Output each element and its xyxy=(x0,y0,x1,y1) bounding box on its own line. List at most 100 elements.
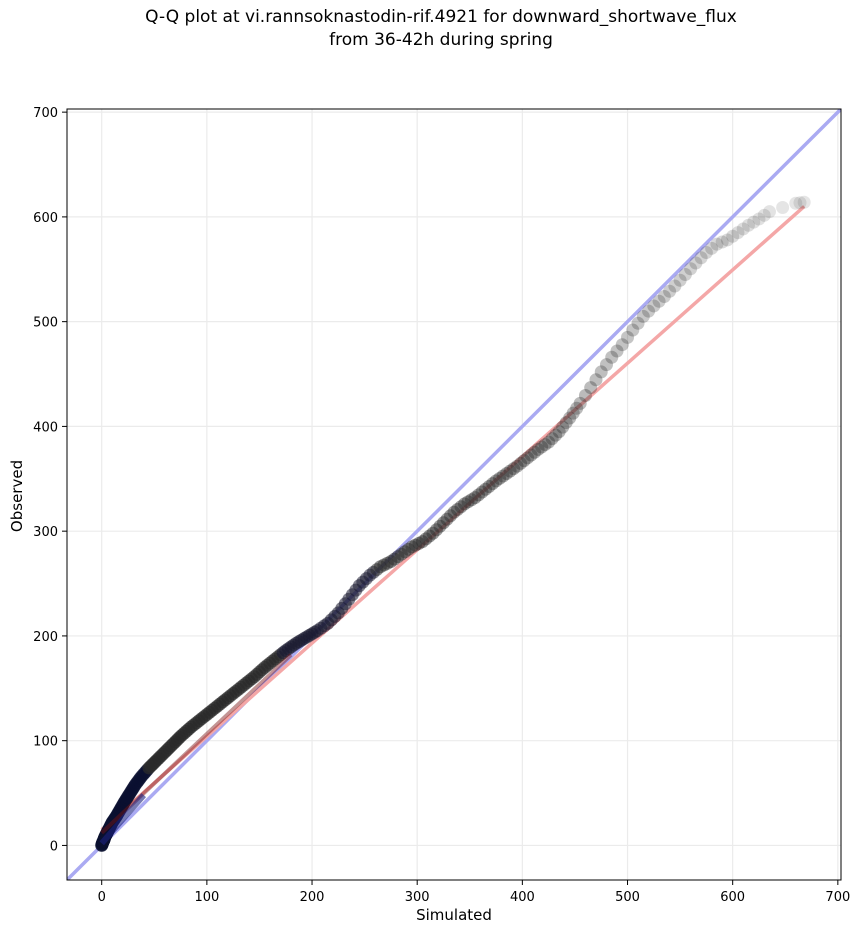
x-tick-label: 500 xyxy=(615,890,640,905)
data-point xyxy=(440,512,454,526)
data-point xyxy=(647,299,661,313)
data-point xyxy=(398,545,412,559)
data-point xyxy=(436,516,450,530)
data-point xyxy=(475,485,489,499)
data-point xyxy=(507,462,521,476)
data-point xyxy=(668,279,682,293)
data-point xyxy=(684,262,698,276)
grid xyxy=(67,109,841,880)
data-point xyxy=(528,445,542,459)
data-point xyxy=(793,196,807,210)
data-point xyxy=(489,474,503,488)
reference-lines xyxy=(67,109,841,880)
data-point xyxy=(741,218,755,232)
data-point xyxy=(726,229,740,243)
data-point xyxy=(599,358,613,372)
data-point xyxy=(552,425,566,439)
data-point xyxy=(503,464,517,478)
data-point xyxy=(443,509,457,523)
data-point xyxy=(636,309,650,323)
x-tick-label: 100 xyxy=(194,890,219,905)
data-point xyxy=(465,493,479,507)
x-tick-label: 200 xyxy=(300,890,325,905)
data-point xyxy=(762,205,776,219)
data-point xyxy=(405,540,419,554)
data-point xyxy=(538,438,552,452)
data-point xyxy=(673,273,687,287)
data-point xyxy=(461,495,475,509)
y-tick-label: 100 xyxy=(33,735,58,750)
data-point xyxy=(394,547,408,561)
data-point xyxy=(521,451,535,465)
data-point xyxy=(447,505,461,519)
data-point xyxy=(657,290,671,304)
data-point xyxy=(570,401,584,415)
data-point xyxy=(514,456,528,470)
data-point xyxy=(401,542,415,556)
data-point xyxy=(479,482,493,496)
data-point xyxy=(426,526,440,540)
data-point xyxy=(689,256,703,270)
x-tick-label: 700 xyxy=(825,890,850,905)
data-point xyxy=(458,497,472,511)
data-point xyxy=(715,235,729,249)
data-point xyxy=(468,491,482,505)
data-point xyxy=(578,389,592,403)
data-point xyxy=(556,420,570,434)
chart-title-line-2: from 36-42h during spring xyxy=(329,30,553,50)
x-tick-label: 0 xyxy=(98,890,106,905)
y-tick-label: 600 xyxy=(33,211,58,226)
y-tick-label: 0 xyxy=(50,839,58,854)
data-point xyxy=(408,538,422,552)
data-point xyxy=(589,373,603,387)
data-point xyxy=(678,268,692,282)
data-point xyxy=(631,316,645,330)
data-point xyxy=(736,222,750,236)
y-tick-label: 200 xyxy=(33,630,58,645)
y-tick-label: 500 xyxy=(33,316,58,331)
data-point xyxy=(621,330,635,344)
fit-line xyxy=(100,205,806,832)
chart-title-line-1: Q-Q plot at vi.rannsoknastodin-rif.4921 … xyxy=(145,7,737,27)
data-point xyxy=(789,196,803,210)
data-point xyxy=(510,459,524,473)
data-point xyxy=(559,416,573,430)
x-axis-ticks: 0 100 200 300 400 500 600 700 xyxy=(98,880,850,905)
y-axis-label: Observed xyxy=(8,460,26,532)
data-point xyxy=(482,479,496,493)
data-point xyxy=(429,523,443,537)
data-point xyxy=(493,471,507,485)
data-point xyxy=(535,440,549,454)
data-point xyxy=(694,251,708,265)
x-tick-label: 400 xyxy=(510,890,535,905)
data-point xyxy=(605,350,619,364)
data-point xyxy=(517,454,531,468)
data-point xyxy=(566,406,580,420)
data-point xyxy=(752,212,766,226)
data-point xyxy=(584,381,598,395)
data-point xyxy=(549,428,563,442)
data-point xyxy=(451,503,465,517)
data-point xyxy=(594,365,608,379)
data-point xyxy=(542,435,556,449)
fit-line-overlay xyxy=(100,653,293,835)
data-point xyxy=(747,215,761,229)
data-point xyxy=(720,233,734,247)
data-point xyxy=(610,344,624,358)
data-point xyxy=(731,226,745,240)
data-point xyxy=(797,195,811,209)
data-point xyxy=(642,304,656,318)
data-point xyxy=(699,246,713,260)
data-point xyxy=(433,519,447,533)
identity-line-overlay xyxy=(99,793,147,846)
data-point xyxy=(757,208,771,222)
plot-frame xyxy=(66,108,842,881)
data-points xyxy=(95,195,811,852)
data-point xyxy=(454,500,468,514)
data-point xyxy=(615,338,629,352)
chart-title: Q-Q plot at vi.rannsoknastodin-rif.4921 … xyxy=(0,6,862,52)
data-point xyxy=(776,200,790,214)
y-tick-label: 700 xyxy=(33,106,58,121)
x-tick-label: 300 xyxy=(405,890,430,905)
